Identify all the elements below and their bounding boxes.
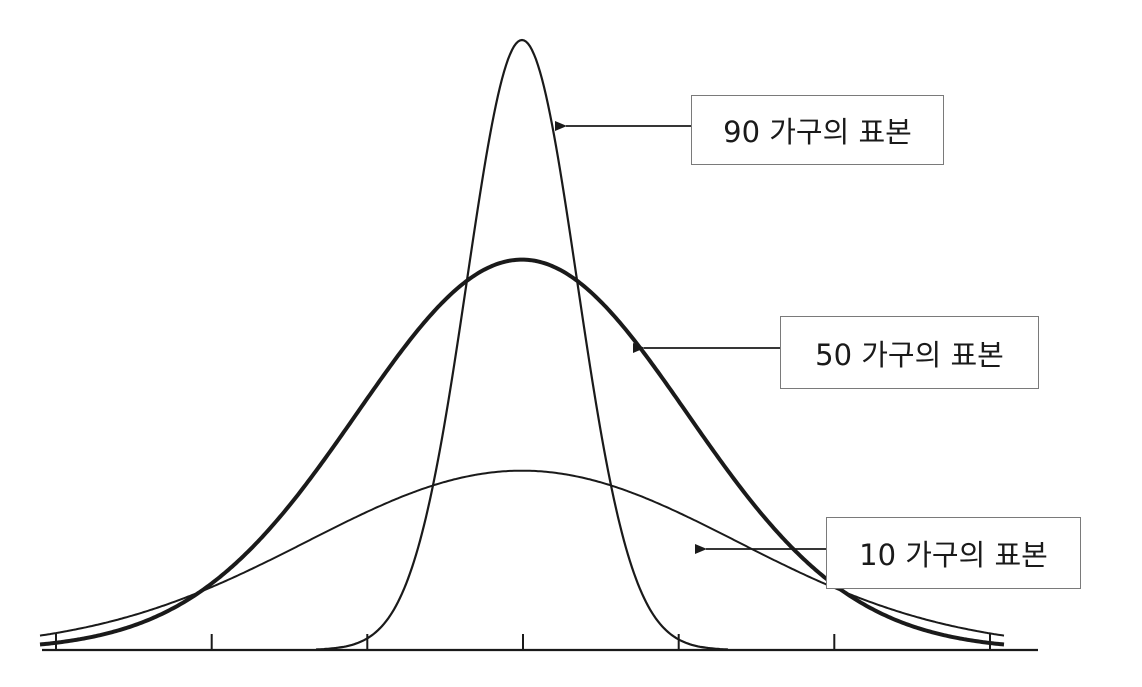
curve-90-households	[315, 38, 729, 651]
label-90-households: 90 가구의 표본	[691, 95, 944, 165]
label-50-households: 50 가구의 표본	[780, 316, 1039, 389]
curve-50-households	[39, 257, 1005, 647]
x-axis-ticks	[55, 634, 991, 650]
label-10-households: 10 가구의 표본	[826, 517, 1081, 589]
